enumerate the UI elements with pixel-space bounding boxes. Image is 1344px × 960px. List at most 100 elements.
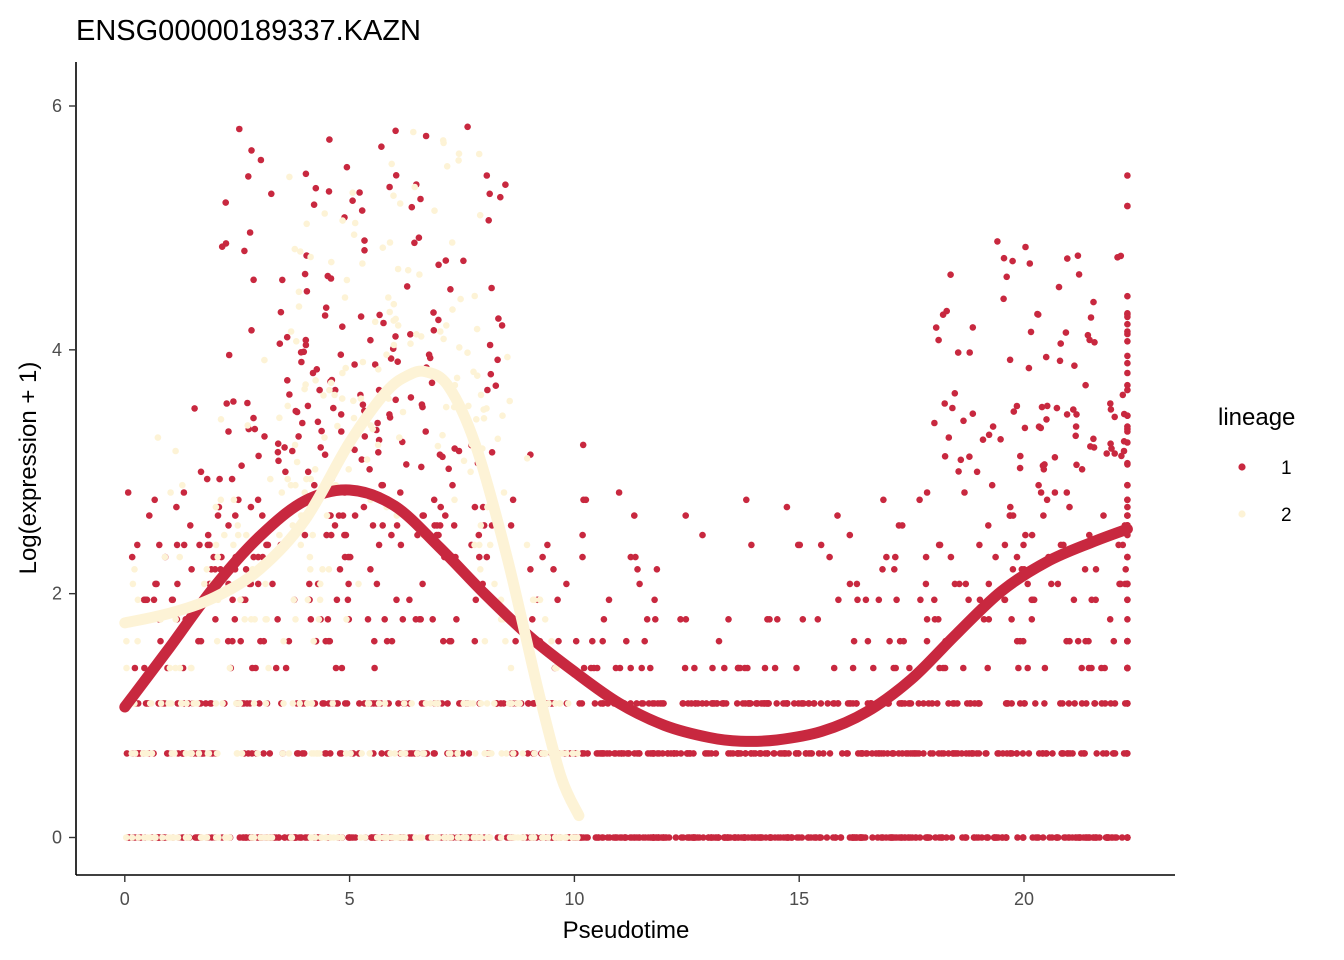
series-2-point (523, 455, 531, 462)
series-2-point (455, 157, 462, 164)
series-2-point (434, 442, 442, 450)
series-1-point (1065, 700, 1073, 707)
series-2-point (166, 664, 174, 672)
series-1-point (787, 834, 795, 841)
series-1-point (764, 750, 771, 757)
series-1-point (422, 428, 430, 435)
series-1-point (830, 700, 837, 707)
series-1-point (1106, 616, 1114, 623)
series-1-point (431, 750, 439, 757)
series-1-point (989, 423, 997, 430)
series-1-point (1003, 834, 1010, 841)
series-1-point (276, 340, 284, 348)
series-2-point (374, 441, 382, 449)
series-1-point (636, 580, 643, 588)
series-1-point (356, 700, 363, 707)
series-1-point (336, 750, 344, 757)
series-2-point (221, 531, 228, 539)
series-2-point (440, 335, 447, 343)
series-2-point (541, 616, 549, 623)
series-2-point (176, 553, 183, 561)
series-1-point (203, 475, 211, 483)
series-1-point (446, 637, 453, 645)
series-2-point (491, 700, 498, 707)
series-1-point (1002, 700, 1010, 707)
series-1-point (883, 553, 890, 561)
series-1-point (486, 341, 494, 349)
series-2-point (390, 300, 398, 308)
series-1-point (407, 394, 415, 401)
series-1-point (925, 700, 932, 707)
series-2-point (531, 596, 538, 604)
series-1-point (316, 386, 323, 394)
series-2-point (506, 834, 514, 841)
series-1-point (975, 750, 983, 757)
series-2-point (123, 637, 130, 645)
series-2-point (139, 750, 147, 757)
series-2-point (520, 834, 528, 841)
series-1-point (324, 616, 332, 623)
series-1-point (218, 243, 226, 250)
series-2-point (466, 700, 474, 707)
series-1-point (912, 834, 919, 841)
series-1-point (925, 834, 932, 841)
series-2-point (488, 750, 495, 757)
series-1-point (191, 405, 198, 412)
series-1-point (579, 553, 586, 561)
series-1-point (923, 637, 931, 645)
series-1-point (312, 184, 320, 192)
series-1-point (955, 468, 962, 475)
series-1-point (711, 700, 718, 707)
series-1-point (502, 181, 509, 188)
series-2-point (439, 431, 446, 439)
series-1-point (300, 348, 308, 356)
series-2-point (331, 391, 338, 399)
series-1-point (335, 512, 343, 519)
series-1-point (957, 456, 965, 464)
series-1-point (1056, 357, 1064, 365)
series-1-point (931, 616, 939, 623)
series-2-point (338, 834, 346, 841)
series-2-point (215, 834, 222, 841)
series-1-point (430, 309, 437, 316)
series-1-point (292, 407, 300, 415)
series-1-point (1124, 172, 1131, 179)
series-1-point (449, 481, 456, 489)
series-1-point (250, 553, 257, 561)
series-1-point (156, 541, 163, 549)
series-2-point (358, 750, 366, 757)
series-2-point (172, 447, 179, 455)
series-1-point (906, 664, 913, 672)
series-1-point (741, 834, 749, 841)
series-1-point (321, 451, 329, 459)
series-1-point (255, 452, 262, 460)
series-1-point (742, 750, 749, 757)
series-2-point (386, 308, 394, 316)
series-1-point (699, 531, 706, 539)
series-1-point (1037, 489, 1045, 496)
series-1-point (1120, 410, 1128, 418)
series-2-point (551, 664, 559, 672)
series-2-point (254, 750, 261, 757)
series-1-point (500, 700, 508, 707)
series-1-point (1124, 328, 1131, 335)
series-1-point (1092, 566, 1100, 573)
series-1-point (837, 834, 845, 841)
series-1-point (295, 433, 302, 440)
series-2-point (286, 173, 293, 181)
series-1-point (1049, 750, 1056, 757)
series-1-point (899, 834, 906, 841)
series-1-point (618, 750, 625, 757)
series-2-point (188, 664, 195, 672)
series-1-point (376, 311, 383, 319)
series-1-point (956, 580, 963, 588)
series-2-point (467, 468, 474, 476)
legend: lineage 1 2 (1218, 404, 1295, 526)
series-1-point (300, 750, 308, 757)
series-1-point (311, 481, 318, 489)
series-1-point (173, 541, 181, 549)
series-1-point (988, 481, 996, 489)
series-1-point (1039, 834, 1047, 841)
series-2-point (237, 596, 244, 604)
series-1-point (464, 123, 471, 131)
